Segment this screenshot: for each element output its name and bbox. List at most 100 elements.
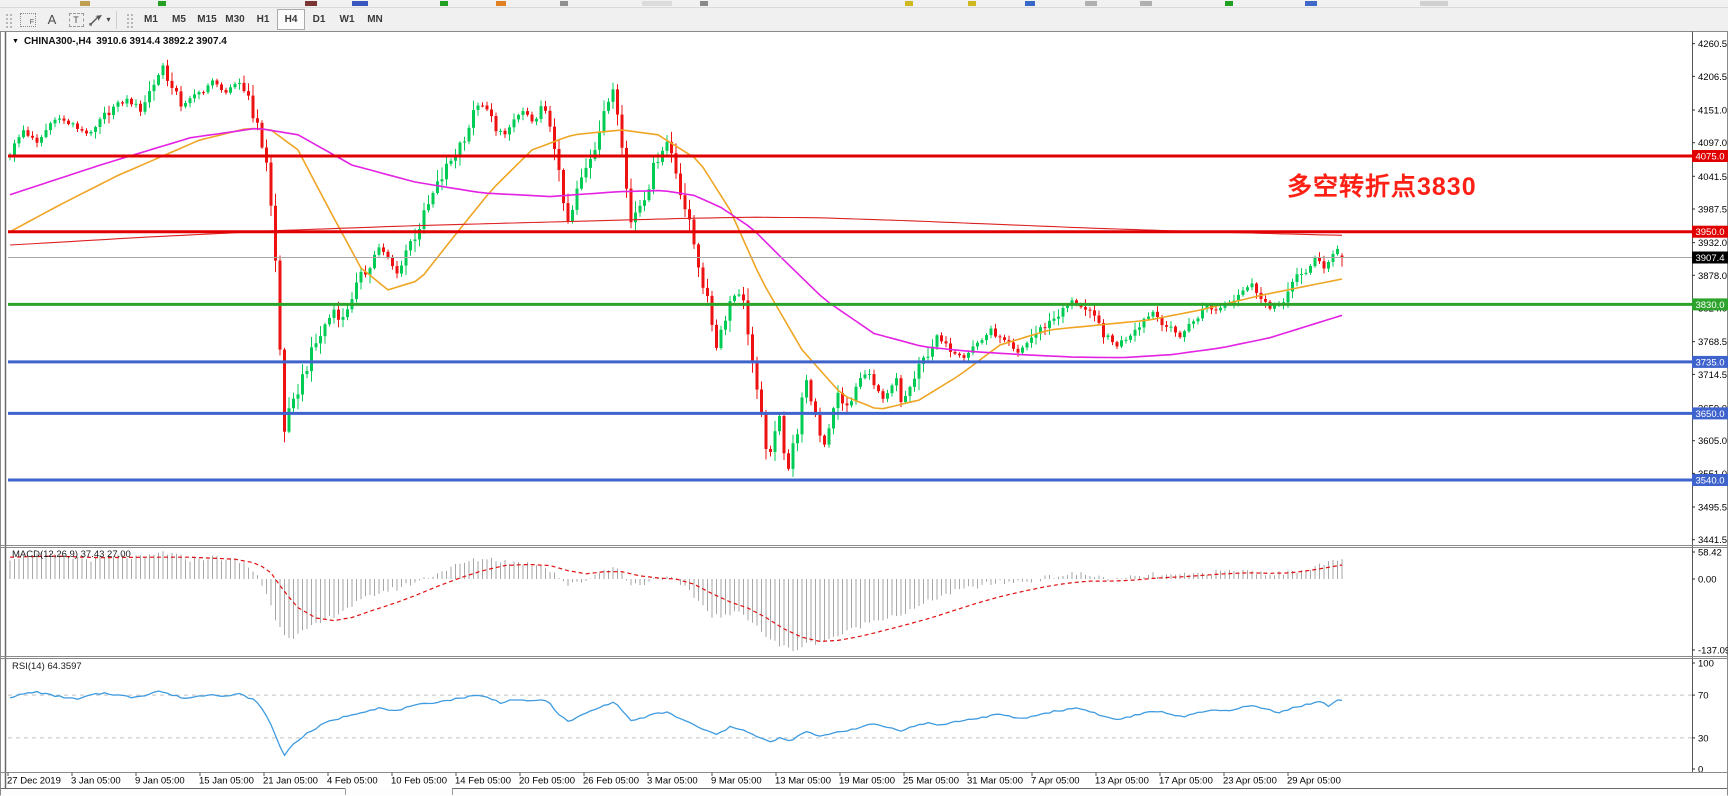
chart-title-ohlc: 3910.6 3914.4 3892.2 3907.4 xyxy=(96,36,227,47)
text-tool-button[interactable]: A xyxy=(40,10,64,30)
timeframes-grip[interactable] xyxy=(125,11,134,28)
chart-title-symbol: CHINA300-,H4 xyxy=(23,36,92,47)
toolbar-icon-fragment xyxy=(1085,1,1097,6)
chart-tabs-strip[interactable] xyxy=(1,788,1727,796)
chevron-down-icon: ▾ xyxy=(106,15,111,24)
timeframe-button-H1[interactable]: H1 xyxy=(256,14,270,25)
timeframe-button-M30[interactable]: M30 xyxy=(225,14,245,25)
svg-text:17 Apr 05:00: 17 Apr 05:00 xyxy=(1159,776,1213,787)
toolbar-icon-fragment xyxy=(968,1,976,6)
chart-toolbar: F A T ▾ M1 M5 M15 M30 H1 H4 D1 W1 MN xyxy=(0,8,1728,32)
svg-text:3495.5: 3495.5 xyxy=(1698,503,1727,514)
toolbar-icon-fragment xyxy=(1140,1,1152,6)
svg-text:3441.5: 3441.5 xyxy=(1698,535,1727,546)
ma-medium-magenta xyxy=(9,127,1343,359)
toolbar-icon-fragment xyxy=(700,1,708,6)
svg-text:100: 100 xyxy=(1698,659,1714,670)
svg-text:0.00: 0.00 xyxy=(1698,575,1717,586)
chart-canvas[interactable]: 4260.5 4206.5 4151.0 4097.0 4041.5 3987.5 3932… xyxy=(0,31,1728,796)
candles-layer[interactable] xyxy=(8,59,1344,477)
toolbar-icon-fragment xyxy=(158,1,166,6)
svg-text:4151.0: 4151.0 xyxy=(1698,106,1727,117)
toolbar-icon-fragment xyxy=(1225,1,1233,6)
timeframe-button-H4[interactable]: H4 xyxy=(277,9,305,30)
svg-text:3878.0: 3878.0 xyxy=(1698,271,1727,282)
svg-text:4260.5: 4260.5 xyxy=(1698,39,1727,50)
svg-text:4 Feb 05:00: 4 Feb 05:00 xyxy=(327,776,378,787)
rsi-line xyxy=(9,690,1343,757)
toolbar-icon-fragment xyxy=(352,1,368,6)
svg-text:3714.5: 3714.5 xyxy=(1698,370,1727,381)
svg-text:10 Feb 05:00: 10 Feb 05:00 xyxy=(391,776,447,787)
svg-text:3735.0: 3735.0 xyxy=(1695,357,1724,368)
svg-text:3768.5: 3768.5 xyxy=(1698,337,1727,348)
horizontal-level-lines[interactable] xyxy=(8,154,1692,482)
toolbar-icon-fragment xyxy=(496,1,506,6)
svg-text:3 Jan 05:00: 3 Jan 05:00 xyxy=(71,776,121,787)
svg-text:3907.4: 3907.4 xyxy=(1695,253,1724,264)
rsi-pane[interactable] xyxy=(8,690,1692,757)
toolbar-icon-fragment xyxy=(560,1,568,6)
timeframe-toolbar: M1 M5 M15 M30 H1 H4 D1 W1 MN xyxy=(137,9,389,30)
svg-text:26 Feb 05:00: 26 Feb 05:00 xyxy=(583,776,639,787)
svg-text:14 Feb 05:00: 14 Feb 05:00 xyxy=(455,776,511,787)
svg-text:7 Apr 05:00: 7 Apr 05:00 xyxy=(1031,776,1080,787)
svg-text:4075.0: 4075.0 xyxy=(1695,152,1724,163)
svg-text:29 Apr 05:00: 29 Apr 05:00 xyxy=(1287,776,1341,787)
svg-text:3830.0: 3830.0 xyxy=(1695,300,1724,311)
svg-text:70: 70 xyxy=(1698,691,1709,702)
macd-signal-line xyxy=(9,555,1343,643)
timeframe-button-MN[interactable]: MN xyxy=(367,14,383,25)
svg-text:3650.0: 3650.0 xyxy=(1695,409,1724,420)
svg-text:-137.09: -137.09 xyxy=(1698,646,1728,657)
chart-title: ▼ CHINA300-,H4 3910.6 3914.4 3892.2 3907… xyxy=(12,36,227,47)
toolbar-icon-fragment xyxy=(440,1,448,6)
svg-text:0: 0 xyxy=(1698,765,1703,776)
arrows-icon xyxy=(89,15,103,26)
toolbar-icon-fragment xyxy=(905,1,913,6)
toolbar-icon-fragment xyxy=(642,1,672,6)
macd-label: MACD(12,26,9) 37.43 27.00 xyxy=(12,549,131,560)
crosshair-grid-tool-button[interactable]: F xyxy=(16,10,40,30)
svg-text:31 Mar 05:00: 31 Mar 05:00 xyxy=(967,776,1023,787)
toolbar-icon-fragment xyxy=(305,1,317,6)
text-label-tool-button[interactable]: T xyxy=(64,10,88,30)
timeframe-button-M15[interactable]: M15 xyxy=(197,14,217,25)
svg-text:58.42: 58.42 xyxy=(1698,548,1722,559)
svg-text:3540.0: 3540.0 xyxy=(1695,476,1724,487)
symbol-dropdown-icon[interactable]: ▼ xyxy=(12,38,19,45)
svg-text:21 Jan 05:00: 21 Jan 05:00 xyxy=(263,776,318,787)
svg-text:3932.0: 3932.0 xyxy=(1698,238,1727,249)
timeframe-button-W1[interactable]: W1 xyxy=(339,14,355,25)
svg-text:3605.0: 3605.0 xyxy=(1698,436,1727,447)
crosshair-grid-icon: F xyxy=(20,12,36,27)
svg-text:23 Apr 05:00: 23 Apr 05:00 xyxy=(1223,776,1277,787)
rsi-label: RSI(14) 64.3597 xyxy=(12,661,82,672)
chart-annotation-text[interactable]: 多空转折点3830 xyxy=(1287,173,1477,201)
timeframe-button-M1[interactable]: M1 xyxy=(144,14,158,25)
svg-text:9 Jan 05:00: 9 Jan 05:00 xyxy=(135,776,185,787)
macd-pane[interactable] xyxy=(9,551,1343,652)
svg-text:30: 30 xyxy=(1698,733,1709,744)
svg-text:13 Apr 05:00: 13 Apr 05:00 xyxy=(1095,776,1149,787)
timeframe-button-M5[interactable]: M5 xyxy=(172,14,186,25)
svg-text:3987.5: 3987.5 xyxy=(1698,205,1727,216)
arrow-objects-tool-button[interactable]: ▾ xyxy=(88,10,112,30)
svg-text:9 Mar 05:00: 9 Mar 05:00 xyxy=(711,776,762,787)
text-label-icon: T xyxy=(68,12,84,27)
timeframe-button-D1[interactable]: D1 xyxy=(312,14,326,25)
text-icon: A xyxy=(47,12,57,27)
toolbar-separator xyxy=(116,10,117,29)
svg-text:27 Dec 2019: 27 Dec 2019 xyxy=(7,776,61,787)
svg-text:3950.0: 3950.0 xyxy=(1695,227,1724,238)
toolbar-grip[interactable] xyxy=(4,11,13,28)
svg-text:4041.5: 4041.5 xyxy=(1698,172,1727,183)
toolbar-icon-fragment xyxy=(80,1,90,6)
svg-text:13 Mar 05:00: 13 Mar 05:00 xyxy=(775,776,831,787)
price-axis[interactable]: 4260.5 4206.5 4151.0 4097.0 4041.5 3987.5 3932… xyxy=(1692,31,1728,776)
current-price-badge xyxy=(1692,251,1728,264)
main-toolbar-clipped xyxy=(0,0,1728,8)
toolbar-icon-fragment xyxy=(1305,1,1317,6)
time-axis[interactable]: 27 Dec 2019 3 Jan 05:00 9 Jan 05:00 15 Jan … xyxy=(7,772,1341,787)
svg-text:4206.5: 4206.5 xyxy=(1698,72,1727,83)
